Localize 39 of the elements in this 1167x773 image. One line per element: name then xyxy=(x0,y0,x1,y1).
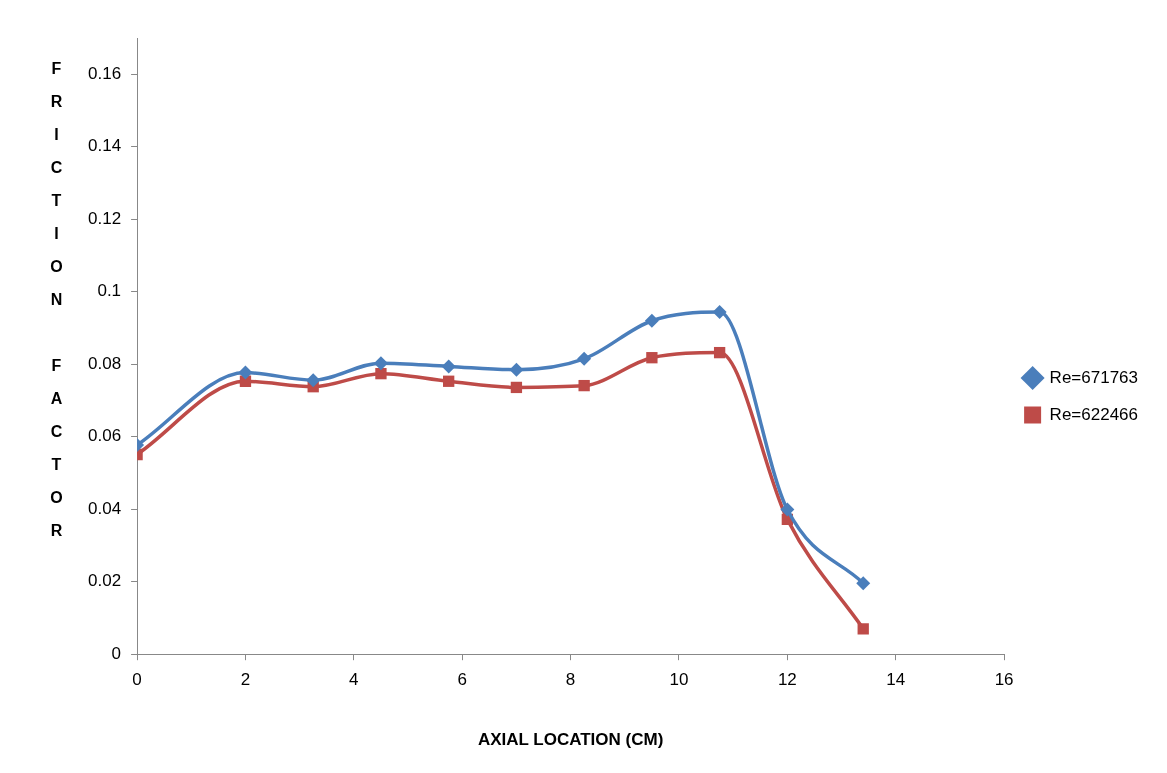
point xyxy=(373,356,388,371)
x-tick-label: 14 xyxy=(886,670,906,690)
legend-label: Re=671763 xyxy=(1049,367,1138,387)
y-tick-label: 0 xyxy=(111,643,122,663)
x-tick-label: 12 xyxy=(777,670,797,690)
x-tick-label: 6 xyxy=(457,670,467,690)
x-tick-label: 4 xyxy=(349,670,359,690)
point xyxy=(857,623,869,635)
point xyxy=(375,367,387,380)
point xyxy=(509,362,524,377)
point xyxy=(306,373,321,388)
x-tick-label: 0 xyxy=(132,670,142,690)
y-tick-label: 0.08 xyxy=(87,353,122,373)
y-tick-label: 0.16 xyxy=(87,63,122,83)
point xyxy=(712,305,727,320)
point xyxy=(856,576,871,591)
point xyxy=(441,359,456,374)
x-tick-label: 10 xyxy=(669,670,689,690)
point xyxy=(646,352,658,364)
point xyxy=(578,379,590,392)
point xyxy=(644,313,659,328)
x-tick-label: 2 xyxy=(240,670,251,690)
y-tick-label: 0.06 xyxy=(87,426,122,446)
point xyxy=(577,351,592,366)
y-tick-label: 0.12 xyxy=(87,208,122,228)
y-tick-label: 0.14 xyxy=(87,136,122,156)
point xyxy=(443,375,455,387)
point xyxy=(713,346,726,359)
y-axis-title: FRICTION FACTOR xyxy=(47,60,66,555)
point xyxy=(510,381,523,394)
legend-label: Re=622466 xyxy=(1049,404,1138,424)
y-tick-label: 0.1 xyxy=(97,281,122,301)
x-tick-label: 16 xyxy=(994,670,1014,690)
x-axis-title: AXIAL LOCATION (CM) xyxy=(477,730,664,750)
x-tick-label: 8 xyxy=(565,670,576,690)
point xyxy=(780,502,795,517)
point xyxy=(238,365,253,380)
y-tick-label: 0.02 xyxy=(87,571,122,591)
y-tick-label: 0.04 xyxy=(87,498,122,518)
